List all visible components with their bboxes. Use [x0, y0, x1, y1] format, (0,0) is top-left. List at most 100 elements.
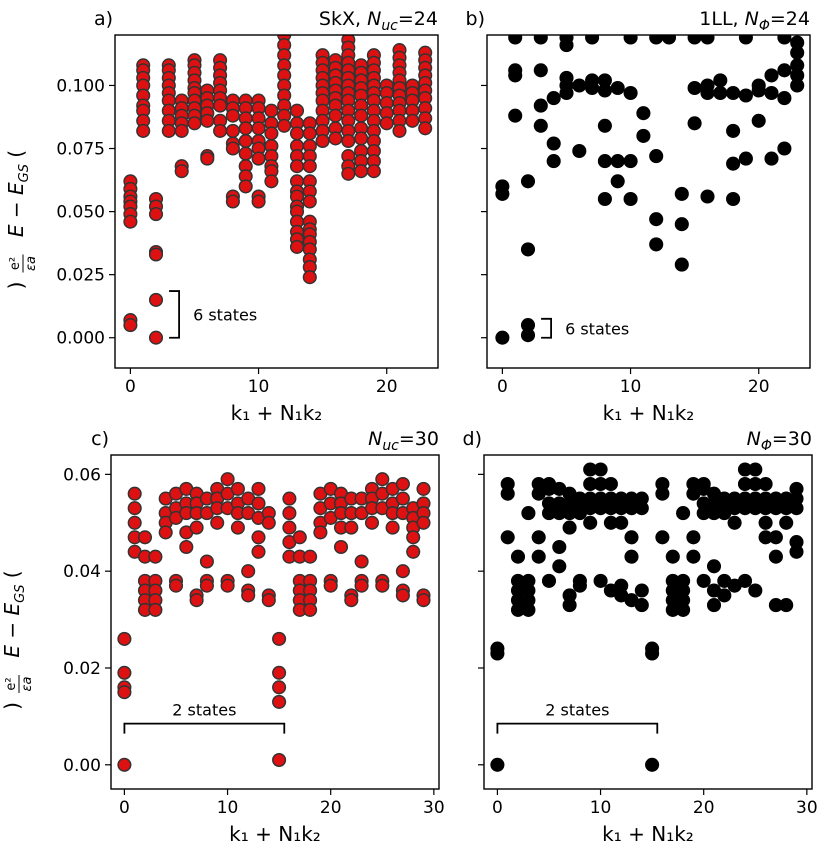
y-tick-label: 0.00 — [63, 756, 101, 776]
x-tick-label: 30 — [423, 798, 445, 818]
data-point — [533, 118, 548, 133]
data-point — [495, 186, 510, 201]
x-tick-label: 30 — [796, 798, 818, 818]
x-tick-label: 20 — [320, 798, 342, 818]
data-point — [251, 194, 266, 209]
data-point — [272, 665, 287, 680]
data-point — [789, 501, 804, 516]
data-point — [174, 164, 189, 179]
data-point — [533, 63, 548, 78]
data-point — [272, 752, 287, 768]
data-point — [302, 194, 317, 209]
data-point — [251, 530, 266, 545]
data-point — [779, 598, 794, 613]
data-point — [328, 108, 343, 123]
data-point — [315, 133, 330, 149]
data-point — [593, 462, 608, 477]
data-point — [661, 35, 677, 45]
data-point — [696, 573, 711, 588]
data-point — [127, 515, 142, 530]
data-point — [264, 174, 279, 189]
x-tick-label: 0 — [497, 377, 508, 397]
data-point — [546, 91, 561, 106]
data-point — [624, 549, 639, 564]
data-point — [199, 578, 214, 593]
data-point — [241, 588, 256, 603]
data-point — [303, 549, 318, 564]
data-point — [302, 126, 317, 141]
data-point — [395, 476, 410, 492]
data-points — [123, 35, 433, 345]
data-point — [416, 481, 431, 496]
data-point — [272, 680, 287, 695]
data-points — [490, 462, 804, 772]
x-axis-label: k₁ + N₁k₂ — [229, 822, 321, 846]
data-point — [405, 113, 420, 128]
data-point — [585, 35, 600, 45]
data-point — [593, 573, 608, 588]
data-point — [148, 207, 164, 222]
data-point — [700, 85, 715, 101]
data-point — [272, 631, 287, 646]
data-point — [559, 85, 574, 101]
data-point — [521, 602, 536, 617]
data-point — [726, 191, 741, 207]
data-point — [790, 78, 805, 93]
data-point — [610, 80, 625, 96]
plot-frame — [110, 454, 440, 790]
data-point — [758, 515, 773, 530]
data-point — [597, 118, 612, 133]
x-tick-label: 10 — [590, 798, 612, 818]
data-point — [676, 506, 691, 521]
x-tick-label: 0 — [492, 798, 503, 818]
data-point — [634, 583, 649, 598]
data-point — [251, 544, 266, 559]
data-point — [779, 515, 794, 530]
data-point — [395, 588, 410, 603]
data-point — [117, 631, 132, 646]
data-point — [552, 559, 567, 574]
data-point — [117, 665, 132, 680]
data-point — [562, 520, 577, 535]
annotation-label: 2 states — [172, 701, 236, 720]
data-point — [220, 472, 235, 487]
x-axis-label: k₁ + N₁k₂ — [231, 401, 323, 425]
data-point — [649, 237, 664, 252]
data-point — [748, 583, 763, 598]
y-axis-label: E − EGS ( — [0, 570, 28, 657]
data-point — [655, 530, 670, 545]
data-point — [148, 549, 163, 564]
data-point — [213, 123, 228, 138]
data-point — [636, 106, 651, 121]
data-point — [597, 191, 612, 207]
data-point — [161, 123, 176, 138]
data-point — [520, 242, 536, 257]
data-point — [277, 118, 292, 133]
annotation-label: 6 states — [565, 319, 629, 338]
data-point — [676, 602, 691, 617]
data-point — [333, 539, 349, 555]
data-point — [328, 131, 343, 146]
data-point — [289, 159, 305, 174]
data-point — [510, 549, 526, 564]
data-point — [148, 247, 164, 262]
data-point — [552, 539, 567, 555]
data-point — [738, 35, 753, 45]
data-point — [727, 515, 742, 530]
data-point — [375, 472, 390, 487]
data-point — [158, 525, 173, 540]
data-point — [366, 164, 381, 179]
data-point — [655, 486, 670, 501]
data-point — [251, 121, 266, 136]
y-tick-label: 0.050 — [56, 203, 105, 223]
data-point — [764, 151, 779, 166]
data-point — [303, 602, 318, 617]
unit-numerator: e² — [4, 677, 19, 690]
bracket-line — [169, 290, 180, 339]
data-point — [789, 544, 804, 559]
data-point — [520, 328, 536, 343]
data-point — [416, 515, 431, 530]
data-point — [585, 80, 600, 96]
data-point — [354, 578, 369, 593]
data-point — [559, 38, 574, 53]
